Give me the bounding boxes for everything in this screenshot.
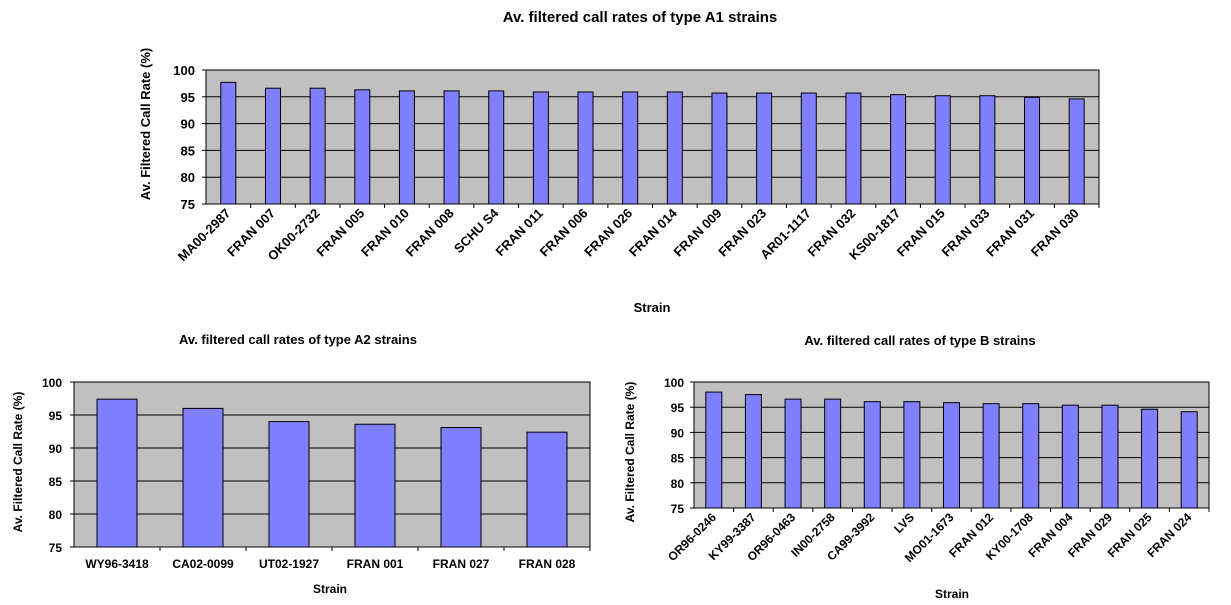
chart-a1-bar bbox=[354, 89, 371, 205]
chart-b-title: Av. filtered call rates of type B strain… bbox=[804, 333, 1035, 348]
chart-a2-bar bbox=[526, 431, 568, 548]
chart-a1: Av. filtered call rates of type A1 strai… bbox=[138, 9, 1100, 315]
chart-b-bar bbox=[1180, 411, 1198, 509]
chart-a1-bar bbox=[398, 90, 415, 205]
chart-a1-ytick-label: 90 bbox=[181, 117, 195, 132]
chart-b-bar bbox=[863, 401, 881, 509]
chart-a1-bar bbox=[532, 91, 549, 205]
chart-b-bar bbox=[1022, 403, 1040, 509]
chart-a2-category-label: CA02-0099 bbox=[172, 557, 234, 571]
chart-b-ytick-label: 100 bbox=[664, 376, 684, 390]
chart-a2-bar bbox=[440, 427, 482, 548]
chart-b-bar bbox=[784, 398, 802, 509]
chart-a2-category-label: FRAN 027 bbox=[433, 557, 490, 571]
chart-a2-title: Av. filtered call rates of type A2 strai… bbox=[179, 332, 417, 347]
chart-a1-bar bbox=[845, 92, 862, 205]
chart-a1-bar bbox=[577, 91, 594, 205]
chart-a1-category-label: FRAN 030 bbox=[1028, 206, 1082, 260]
chart-b-xlabel: Strain bbox=[935, 587, 969, 601]
chart-a1-ytick-label: 80 bbox=[181, 170, 195, 185]
chart-a2-frame bbox=[73, 381, 591, 548]
chart-b-bar bbox=[903, 401, 921, 509]
chart-a1-ytick-label: 100 bbox=[173, 63, 195, 78]
chart-a2-ytick-label: 85 bbox=[49, 475, 63, 489]
chart-a2-ytick-label: 95 bbox=[49, 409, 63, 423]
chart-b-bar bbox=[705, 391, 723, 509]
chart-a2-ytick-label: 80 bbox=[49, 508, 63, 522]
chart-a1-bar bbox=[264, 87, 281, 205]
chart-a1-category-label: FRAN 008 bbox=[403, 206, 457, 260]
chart-b-bar bbox=[943, 402, 960, 509]
chart-b-ytick-label: 80 bbox=[671, 477, 685, 491]
chart-b-bar bbox=[982, 403, 1000, 509]
chart-a1-bar bbox=[488, 90, 505, 205]
chart-a2-category-label: WY96-3418 bbox=[85, 557, 149, 571]
chart-b-bar bbox=[824, 398, 842, 509]
chart-a1-bar bbox=[1068, 98, 1085, 205]
chart-a1-ytick-label: 95 bbox=[181, 90, 195, 105]
chart-a1-ytick-label: 85 bbox=[181, 143, 195, 158]
chart-a2-xlabel: Strain bbox=[313, 582, 347, 596]
chart-a1-bar bbox=[443, 90, 460, 205]
chart-a1-bar bbox=[800, 92, 817, 205]
chart-a2-bar bbox=[268, 421, 310, 548]
chart-b-bar bbox=[1101, 404, 1119, 509]
chart-b-bar bbox=[744, 394, 762, 509]
chart-a1-bar bbox=[1024, 96, 1041, 205]
chart-a1-bar bbox=[934, 95, 951, 205]
chart-a1-bar bbox=[220, 81, 237, 205]
chart-a1-xlabel: Strain bbox=[634, 300, 671, 315]
chart-a2-ytick-label: 90 bbox=[49, 442, 63, 456]
chart-b-ytick-label: 90 bbox=[671, 426, 685, 440]
chart-b-ytick-label: 75 bbox=[671, 502, 685, 516]
chart-a2-bar bbox=[96, 398, 138, 548]
chart-a1-title: Av. filtered call rates of type A1 strai… bbox=[503, 9, 778, 26]
chart-a2: Av. filtered call rates of type A2 strai… bbox=[11, 332, 591, 596]
chart-a2-category-label: FRAN 001 bbox=[347, 557, 404, 571]
chart-a2-ytick-label: 100 bbox=[42, 376, 62, 390]
chart-b-category-label: LVS bbox=[891, 510, 917, 536]
chart-a2-category-label: FRAN 028 bbox=[519, 557, 576, 571]
chart-b: Av. filtered call rates of type B strain… bbox=[623, 333, 1210, 601]
chart-a1-category-label: MA00-2987 bbox=[175, 206, 234, 265]
chart-a1-ytick-label: 75 bbox=[181, 197, 195, 212]
chart-b-frame bbox=[693, 381, 1210, 509]
chart-a1-bar bbox=[890, 94, 907, 205]
chart-a2-bar bbox=[182, 407, 224, 548]
chart-a1-ylabel: Av. Filtered Call Rate (%) bbox=[138, 48, 153, 200]
chart-a2-category-label: UT02-1927 bbox=[259, 557, 319, 571]
chart-a2-bar bbox=[354, 423, 396, 548]
chart-b-bar bbox=[1141, 408, 1159, 509]
chart-a1-bar bbox=[711, 92, 728, 205]
chart-a1-bar bbox=[756, 92, 773, 205]
chart-a1-bar bbox=[622, 91, 639, 205]
chart-b-bar bbox=[1061, 404, 1079, 509]
chart-b-ytick-label: 95 bbox=[671, 401, 685, 415]
chart-a1-bar bbox=[309, 87, 326, 205]
chart-a1-bar bbox=[666, 91, 683, 205]
chart-b-ytick-label: 85 bbox=[671, 452, 685, 466]
chart-a2-ytick-label: 75 bbox=[49, 541, 63, 555]
chart-a1-frame bbox=[205, 69, 1100, 205]
chart-b-ylabel: Av. Filtered Call Rate (%) bbox=[623, 382, 637, 523]
chart-a1-bar bbox=[979, 95, 996, 205]
chart-a2-plot-area bbox=[74, 382, 590, 547]
chart-a2-ylabel: Av. Filtered Call Rate (%) bbox=[11, 392, 25, 533]
chart-a1-plot-area bbox=[206, 70, 1099, 204]
